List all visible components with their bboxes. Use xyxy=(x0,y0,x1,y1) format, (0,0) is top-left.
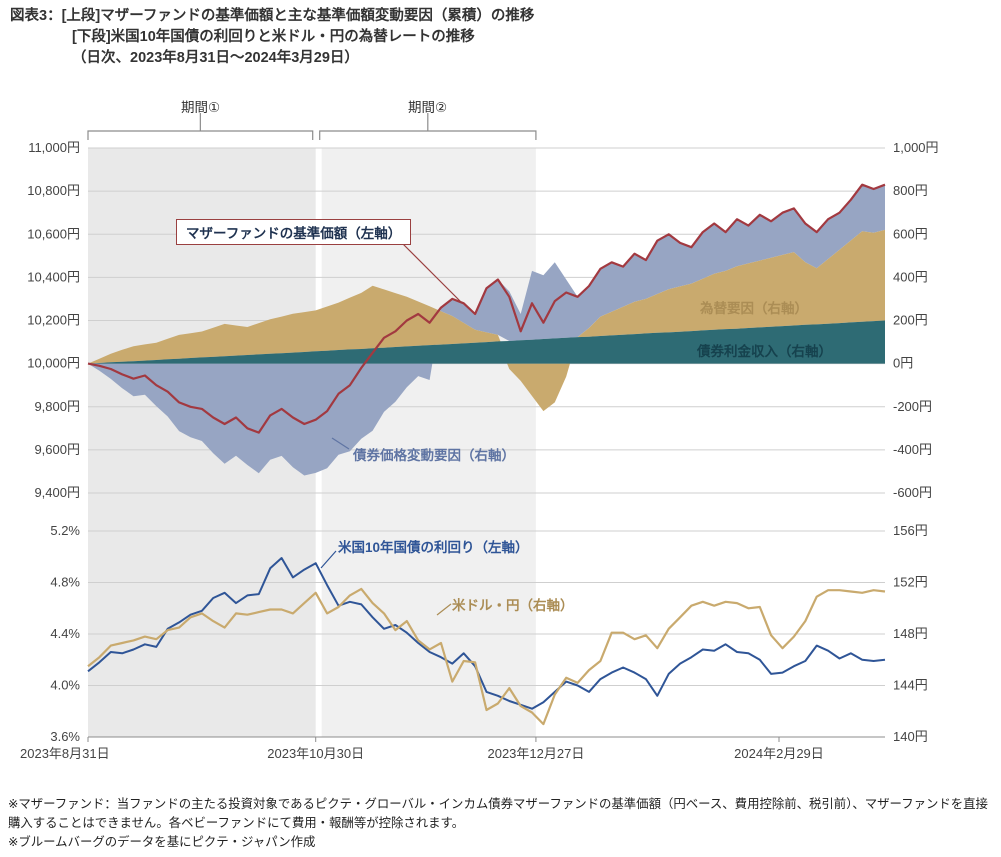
right-axis-tick-bottom: 140円 xyxy=(893,729,928,744)
left-axis-tick-bottom: 5.2% xyxy=(50,523,80,538)
left-axis-tick-bottom: 4.4% xyxy=(50,626,80,641)
bond-price-factor-annotation: 債券価格変動要因（右軸） xyxy=(353,448,515,463)
left-axis-tick-top: 9,800円 xyxy=(34,399,80,414)
left-axis-tick-top: 10,400円 xyxy=(27,269,80,284)
right-axis-tick-top: 800円 xyxy=(893,183,928,198)
left-axis-tick-top: 9,600円 xyxy=(34,442,80,457)
right-axis-tick-bottom: 156円 xyxy=(893,523,928,538)
figure-title: 図表3：[上段]マザーファンドの基準価額と主な基準価額変動要因（累積）の推移 [… xyxy=(10,6,534,69)
right-axis-tick-top: -600円 xyxy=(893,485,932,500)
coupon_income-area xyxy=(88,320,885,364)
right-axis-tick-top: 0円 xyxy=(893,356,913,371)
left-axis-tick-top: 10,600円 xyxy=(27,226,80,241)
right-axis-tick-bottom: 148円 xyxy=(893,626,928,641)
right-axis-tick-top: 600円 xyxy=(893,226,928,241)
us10y-yield-line xyxy=(87,557,886,710)
usdjpy-annotation: 米ドル・円（右軸） xyxy=(452,598,574,613)
left-axis-tick-top: 10,200円 xyxy=(27,313,80,328)
right-axis-tick-top: -200円 xyxy=(893,399,932,414)
figure-title-line3: （日次、2023年8月31日～2024年3月29日） xyxy=(72,50,359,66)
right-axis-tick-bottom: 144円 xyxy=(893,678,928,693)
nav-line xyxy=(87,183,886,434)
left-axis-tick-top: 11,000円 xyxy=(28,140,80,155)
x-axis-tick: 2023年10月30日 xyxy=(267,746,364,761)
left-axis-tick-top: 10,000円 xyxy=(27,356,80,371)
figure-title-line1: 図表3：[上段]マザーファンドの基準価額と主な基準価額変動要因（累積）の推移 xyxy=(10,8,535,24)
footnote-1: ※マザーファンド：当ファンドの主たる投資対象であるピクテ・グローバル・インカム債… xyxy=(8,797,988,830)
dual-panel-chart: 11,000円 10,800円 10,600円 10,400円 10,200円 10,00… xyxy=(20,113,939,761)
right-axis-tick-bottom: 152円 xyxy=(893,575,928,590)
x-axis-tick: 2023年8月31日 xyxy=(20,746,110,761)
left-axis-tick-top: 9,400円 xyxy=(34,485,80,500)
right-axis-tick-top: 400円 xyxy=(893,269,928,284)
chart-part xyxy=(436,603,452,616)
period-1-label: 期間① xyxy=(181,100,221,115)
footnotes: ※マザーファンド：当ファンドの主たる投資対象であるピクテ・グローバル・インカム債… xyxy=(8,795,995,852)
right-axis-tick-top: 200円 xyxy=(893,313,928,328)
right-axis-tick-top: -400円 xyxy=(893,442,932,457)
period-bracket xyxy=(319,130,537,140)
period-bracket xyxy=(87,130,314,140)
x-axis-tick: 2023年12月27日 xyxy=(487,746,584,761)
chart-part xyxy=(331,437,350,450)
fx-factor-annotation: 為替要因（右軸） xyxy=(700,301,808,316)
bond_price_factor-area xyxy=(88,184,885,476)
right-axis-tick-top: 1,000円 xyxy=(893,140,939,155)
usdjpy-line xyxy=(87,587,886,726)
period-2-label: 期間② xyxy=(408,100,448,115)
nav-line-annotation: マザーファンドの基準価額（左軸） xyxy=(176,219,412,245)
left-axis-tick-bottom: 4.0% xyxy=(50,678,80,693)
chart-part xyxy=(320,550,337,569)
us10y-yield-annotation: 米国10年国債の利回り（左軸） xyxy=(338,540,529,555)
left-axis-tick-bottom: 4.8% xyxy=(50,575,80,590)
left-axis-tick-bottom: 3.6% xyxy=(50,729,80,744)
coupon-income-annotation: 債券利金収入（右軸） xyxy=(697,344,832,359)
x-axis-tick: 2024年2月29日 xyxy=(734,746,824,761)
chart-part xyxy=(401,242,463,304)
figure-title-line2: [下段]米国10年国債の利回りと米ドル・円の為替レートの推移 xyxy=(72,29,475,45)
fx_factor-area xyxy=(88,229,885,412)
left-axis-tick-top: 10,800円 xyxy=(27,183,80,198)
footnote-2: ※ブルームバーグのデータを基にピクテ・ジャパン作成 xyxy=(8,835,316,849)
